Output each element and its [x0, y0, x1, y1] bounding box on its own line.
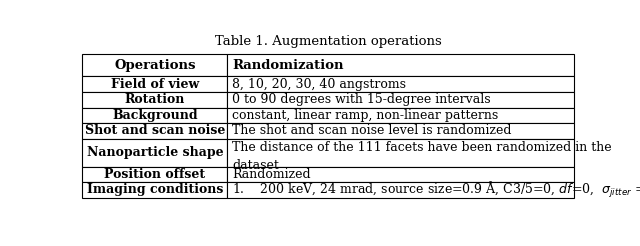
Text: Randomized: Randomized	[232, 168, 311, 181]
Bar	[227, 108, 573, 123]
Bar	[227, 54, 573, 77]
Text: Operations: Operations	[114, 59, 196, 72]
Bar	[227, 123, 573, 139]
Bar	[83, 139, 227, 167]
Bar	[227, 182, 573, 198]
Text: Rotation: Rotation	[125, 93, 185, 106]
Text: 0 to 90 degrees with 15-degree intervals: 0 to 90 degrees with 15-degree intervals	[232, 93, 491, 106]
Text: Imaging conditions: Imaging conditions	[87, 184, 223, 197]
Bar	[83, 123, 227, 139]
Text: 8, 10, 20, 30, 40 angstroms: 8, 10, 20, 30, 40 angstroms	[232, 78, 406, 91]
Text: Position offset: Position offset	[104, 168, 205, 181]
Bar	[83, 182, 227, 198]
Bar	[227, 139, 573, 167]
Bar	[227, 92, 573, 108]
Bar	[83, 54, 227, 77]
Text: Nanoparticle shape: Nanoparticle shape	[86, 146, 223, 159]
Bar	[83, 92, 227, 108]
Text: The distance of the 111 facets have been randomized in the
dataset: The distance of the 111 facets have been…	[232, 141, 612, 172]
Text: 1.    200 keV, 24 mrad, source size=0.9 Å, C3/5=0, $df$=0,  $\sigma_{jitter}$ =: 1. 200 keV, 24 mrad, source size=0.9 Å, …	[232, 180, 640, 200]
Text: Shot and scan noise: Shot and scan noise	[84, 124, 225, 137]
Text: Table 1. Augmentation operations: Table 1. Augmentation operations	[214, 35, 442, 48]
Bar	[83, 108, 227, 123]
Bar	[83, 77, 227, 92]
Text: Background: Background	[112, 109, 198, 122]
Text: Field of view: Field of view	[111, 78, 199, 91]
Text: Randomization: Randomization	[232, 59, 344, 72]
Text: constant, linear ramp, non-linear patterns: constant, linear ramp, non-linear patter…	[232, 109, 499, 122]
Bar	[227, 77, 573, 92]
Bar	[227, 167, 573, 182]
Bar	[83, 167, 227, 182]
Text: The shot and scan noise level is randomized: The shot and scan noise level is randomi…	[232, 124, 512, 137]
